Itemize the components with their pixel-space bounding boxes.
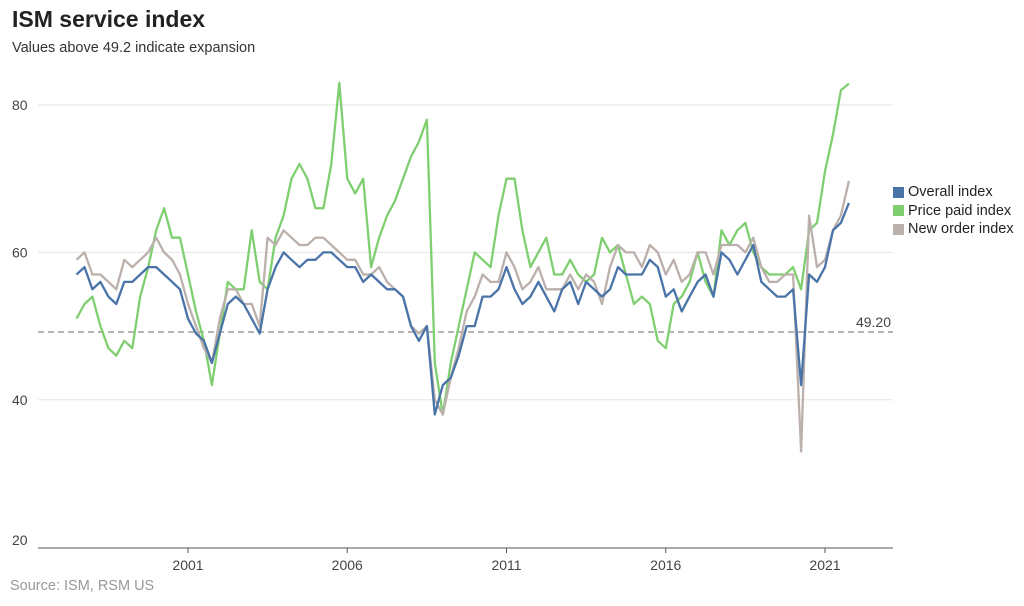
y-tick-label: 60 bbox=[12, 244, 28, 260]
legend-item-overall: Overall index bbox=[893, 183, 1014, 202]
reference-line-label: 49.20 bbox=[856, 314, 891, 330]
legend-swatch-overall bbox=[893, 186, 904, 198]
chart-title: ISM service index bbox=[12, 6, 206, 32]
y-tick-label: 80 bbox=[12, 97, 28, 113]
x-tick-label: 2021 bbox=[809, 557, 840, 573]
x-tick-label: 2011 bbox=[491, 557, 521, 573]
x-tick-label: 2016 bbox=[650, 557, 681, 573]
series-line-overall-index bbox=[75, 202, 850, 416]
x-tick-label: 2001 bbox=[172, 557, 203, 573]
legend-label: Price paid index bbox=[908, 202, 1012, 219]
y-tick-label: 40 bbox=[12, 392, 28, 408]
legend-item-new-order: New order index bbox=[893, 220, 1014, 239]
legend: Overall index Price paid index New order… bbox=[893, 183, 1014, 239]
legend-label: New order index bbox=[908, 221, 1014, 238]
series-line-new-order-index bbox=[75, 180, 851, 453]
legend-swatch-price-paid bbox=[893, 205, 904, 217]
legend-item-price-paid: Price paid index bbox=[893, 202, 1014, 221]
legend-label: Overall index bbox=[908, 184, 993, 201]
series-line-price-paid-index bbox=[75, 81, 850, 416]
source-note: Source: ISM, RSM US bbox=[10, 578, 155, 594]
chart-subtitle: Values above 49.2 indicate expansion bbox=[12, 40, 256, 56]
x-tick-label: 2006 bbox=[332, 557, 363, 573]
legend-swatch-new-order bbox=[893, 223, 904, 235]
y-tick-label: 20 bbox=[12, 532, 28, 548]
